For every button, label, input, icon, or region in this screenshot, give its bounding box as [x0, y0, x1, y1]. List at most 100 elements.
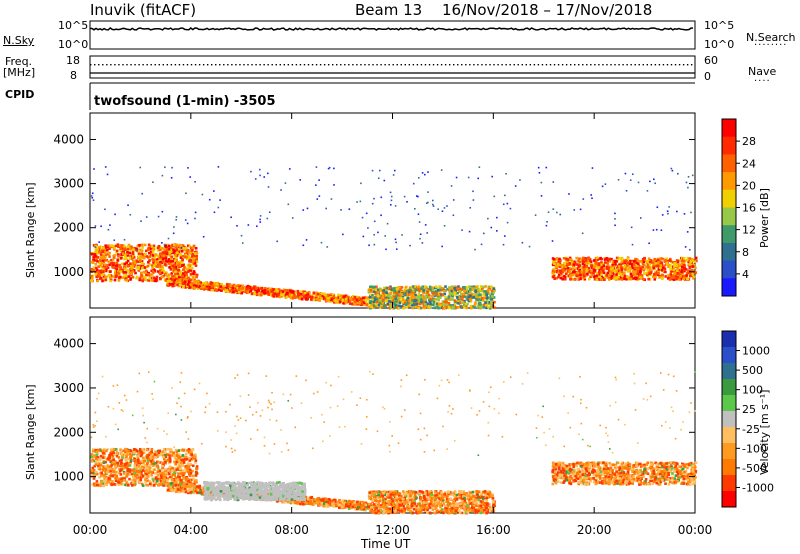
scatter-point [161, 210, 164, 213]
scatter-point [562, 257, 566, 260]
freq-dot [336, 64, 338, 66]
scatter-point [143, 243, 147, 247]
scatter-point [115, 464, 119, 468]
scatter-point [602, 271, 606, 275]
scatter-point [148, 466, 152, 469]
scatter-point [139, 260, 143, 264]
scatter-point [204, 281, 208, 285]
scatter-point [598, 267, 602, 270]
scatter-point [202, 235, 205, 238]
scatter-point [582, 269, 586, 272]
scatter-point [102, 269, 106, 272]
scatter-point [133, 263, 137, 267]
scatter-point [170, 266, 174, 270]
scatter-point [599, 256, 602, 260]
scatter-point [99, 483, 102, 487]
scatter-point [461, 305, 465, 308]
scatter-point [558, 257, 561, 261]
scatter-point [110, 464, 113, 467]
scatter-point [148, 479, 152, 483]
nsearch-tick-top: 10^5 [704, 19, 735, 32]
scatter-point [141, 448, 144, 452]
scatter-point [626, 266, 630, 270]
scatter-point [683, 269, 686, 273]
scatter-point [418, 302, 422, 306]
scatter-point [156, 246, 160, 250]
scatter-point [556, 211, 558, 214]
scatter-point [490, 285, 493, 289]
scatter-point [470, 287, 474, 290]
scatter-point [384, 304, 387, 307]
scatter-point [259, 218, 261, 221]
scatter-point [159, 277, 162, 281]
scatter-point [680, 259, 684, 263]
scatter-point [151, 251, 155, 254]
scatter-point [553, 259, 557, 263]
scatter-point [115, 268, 118, 271]
scatter-point [421, 285, 425, 289]
scatter-point [117, 245, 120, 249]
scatter-point [460, 298, 464, 301]
scatter-point [111, 467, 114, 471]
scatter-point [116, 259, 120, 262]
nave-tick-top: 60 [704, 54, 718, 67]
scatter-point [130, 454, 134, 457]
scatter-point [124, 272, 128, 276]
scatter-point [638, 267, 642, 271]
scatter-point [382, 298, 385, 302]
scatter-point [466, 292, 470, 296]
scatter-point [574, 270, 577, 274]
scatter-point [91, 261, 95, 264]
scatter-point [452, 293, 455, 296]
freq-dot [465, 64, 467, 66]
scatter-point [668, 258, 672, 262]
freq-dot [295, 64, 298, 66]
scatter-point [646, 190, 649, 192]
scatter-point [618, 272, 621, 276]
scatter-point [652, 266, 655, 270]
freq-dot [174, 64, 177, 66]
nsky-panel-frame [89, 20, 696, 50]
scatter-point [196, 287, 200, 290]
scatter-point [657, 260, 660, 264]
scatter-point [395, 306, 398, 309]
scatter-point [393, 169, 396, 172]
scatter-point [145, 466, 149, 470]
scatter-point [383, 306, 386, 309]
scatter-point [144, 249, 148, 253]
scatter-point [175, 468, 179, 471]
nave-label: Nave [748, 65, 777, 78]
scatter-point [413, 285, 416, 288]
scatter-point [179, 465, 182, 468]
scatter-point [115, 274, 118, 277]
scatter-point [673, 261, 677, 265]
scatter-point [116, 464, 120, 467]
freq-dot [227, 64, 229, 66]
scatter-point [126, 247, 130, 250]
scatter-point [208, 198, 211, 201]
scatter-point [131, 250, 135, 254]
scatter-point [374, 288, 378, 292]
scatter-point [610, 274, 614, 278]
scatter-point [604, 276, 607, 280]
scatter-point [132, 452, 136, 456]
scatter-point [386, 288, 389, 291]
scatter-point [422, 290, 425, 294]
freq-dot [283, 64, 285, 66]
freq-dot [517, 64, 519, 66]
scatter-point [654, 271, 657, 275]
scatter-point [270, 292, 274, 296]
scatter-point [114, 244, 118, 248]
freq-dot [255, 64, 257, 66]
scatter-point [385, 286, 389, 290]
nsky-tick-bottom: 10^0 [58, 38, 89, 51]
scatter-point [184, 478, 188, 481]
scatter-point [414, 286, 418, 290]
scatter-point [114, 213, 116, 216]
scatter-point [613, 275, 616, 279]
scatter-point [195, 273, 199, 277]
scatter-point [108, 274, 111, 278]
scatter-point [154, 462, 158, 465]
scatter-point [592, 265, 596, 269]
scatter-point [654, 262, 658, 265]
